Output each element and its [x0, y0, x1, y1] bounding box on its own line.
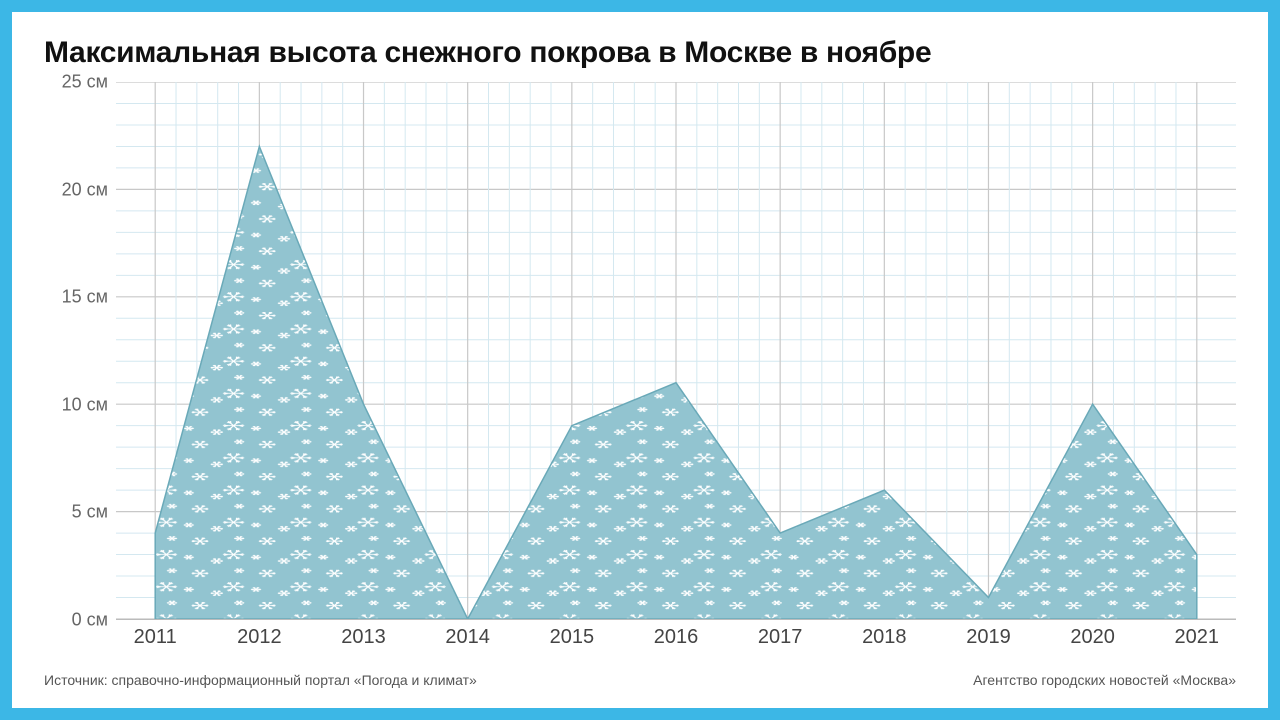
x-axis: 2011 2012 2013 2014 2015 2016 2017 2018 2019 2020… [116, 620, 1236, 660]
x-tick-label: 2017 [758, 626, 803, 649]
footer-source: Источник: справочно-информационный порта… [44, 672, 477, 688]
x-tick-label: 2012 [237, 626, 282, 649]
x-tick-label: 2013 [341, 626, 386, 649]
x-tick-label: 2016 [654, 626, 699, 649]
x-tick-label: 2018 [862, 626, 907, 649]
y-tick-label: 0 см [72, 610, 108, 631]
footer: Источник: справочно-информационный порта… [44, 672, 1236, 688]
x-tick-label: 2019 [966, 626, 1011, 649]
chart-area: 0 см5 см10 см15 см20 см25 см 20112012201… [44, 82, 1236, 660]
x-tick-label: 2015 [550, 626, 595, 649]
x-tick-label: 2021 [1175, 626, 1220, 649]
y-axis: 0 см5 см10 см15 см20 см25 см [44, 82, 116, 620]
x-tick-label: 2020 [1070, 626, 1115, 649]
plot [116, 82, 1236, 620]
y-tick-label: 5 см [72, 502, 108, 523]
chart-title: Максимальная высота снежного покрова в М… [44, 36, 1236, 70]
chart-frame: Максимальная высота снежного покрова в М… [0, 0, 1280, 720]
y-tick-label: 20 см [62, 179, 108, 200]
y-tick-label: 15 см [62, 287, 108, 308]
y-tick-label: 10 см [62, 394, 108, 415]
x-row: 2011 2012 2013 2014 2015 2016 2017 2018 2019 2020… [44, 620, 1236, 660]
y-tick-label: 25 см [62, 72, 108, 93]
plot-row: 0 см5 см10 см15 см20 см25 см [44, 82, 1236, 620]
x-tick-label: 2011 [134, 626, 177, 649]
x-tick-label: 2014 [445, 626, 490, 649]
footer-agency: Агентство городских новостей «Москва» [973, 672, 1236, 688]
